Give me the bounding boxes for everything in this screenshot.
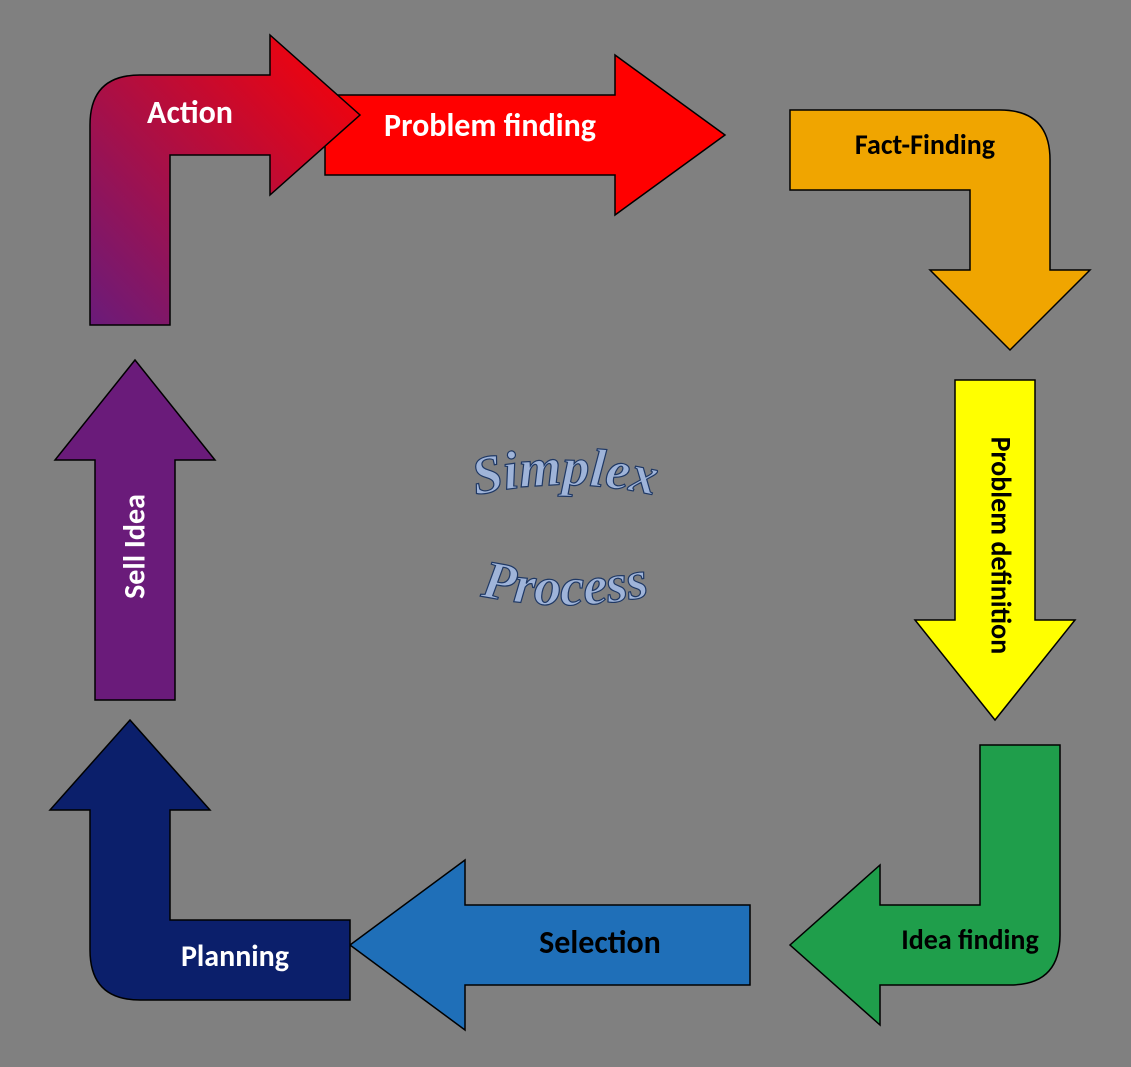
arrow-idea-finding: [790, 745, 1070, 1025]
arrow-fact-finding: [790, 80, 1080, 350]
title-line2: Process: [477, 549, 652, 618]
title-line2-outline: Process: [477, 549, 652, 618]
label-selection: Selection: [470, 925, 730, 960]
label-problem-definition: Problem definition: [985, 425, 1016, 665]
label-planning: Planning: [135, 940, 335, 973]
title-line1-outline: Simplex: [467, 437, 664, 507]
label-problem-finding: Problem finding: [345, 108, 635, 143]
label-action: Action: [110, 95, 270, 130]
simplex-process-diagram: { "title_line1": "Simplex", "title_line2…: [0, 0, 1131, 1067]
title-line1: Simplex: [467, 437, 664, 507]
label-idea-finding: Idea finding: [870, 925, 1070, 956]
arrow-action: [70, 45, 360, 325]
label-fact-finding: Fact-Finding: [810, 130, 1040, 161]
label-sell-idea: Sell Idea: [119, 457, 152, 637]
